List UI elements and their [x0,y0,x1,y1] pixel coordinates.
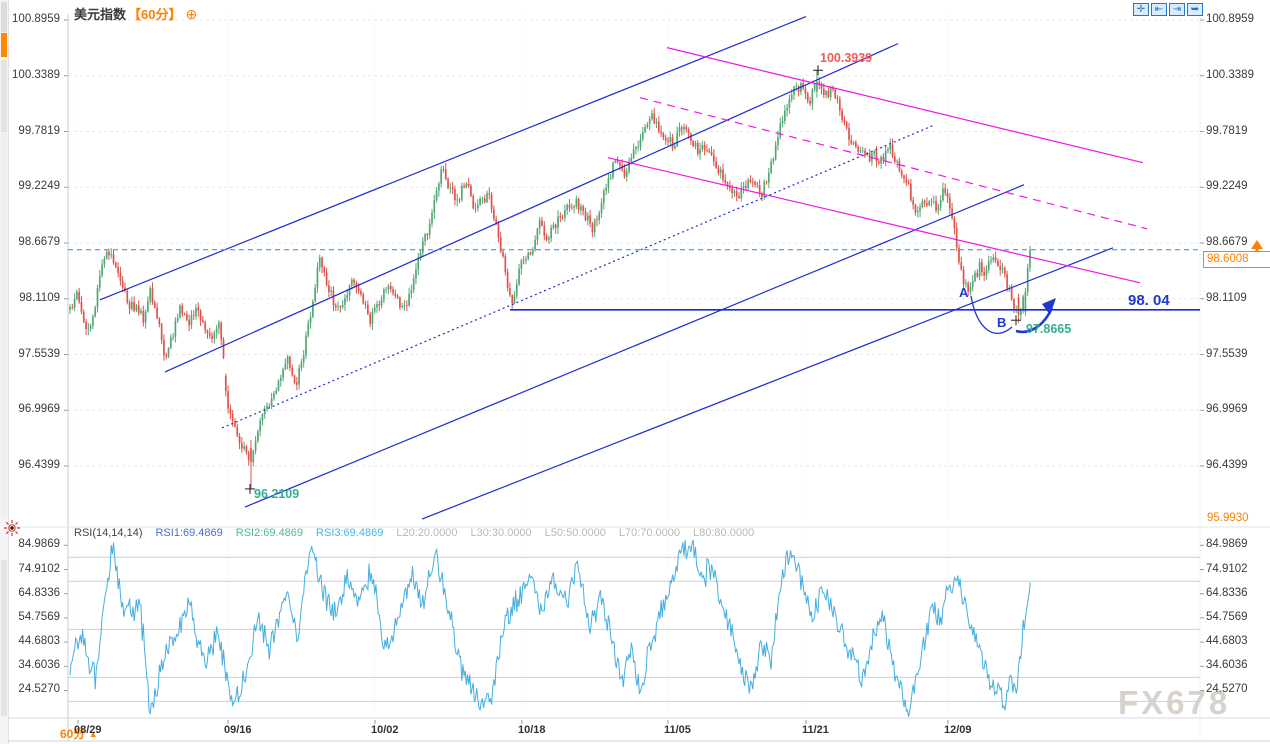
right-axis-tick: 98.6679 [1206,236,1248,248]
rsi-level-label: L70:70.0000 [618,527,681,539]
left-axis-tick: 97.5539 [18,347,60,360]
interval-selector[interactable]: 60分 ▲ [60,725,98,742]
date-label: 11/05 [664,724,691,736]
left-axis-tick: 96.9969 [18,403,60,416]
rsi1-value: RSI1:69.4869 [155,527,223,539]
rsi-left-axis-tick: 84.9869 [18,538,60,551]
rsi-right-axis-tick: 64.8336 [1206,586,1248,599]
right-axis-tick: 97.5539 [1206,347,1248,360]
right-axis-tick: 99.2249 [1206,180,1248,193]
right-axis-tick: 96.9969 [1206,403,1248,416]
rsi-right-axis-tick: 74.9102 [1206,562,1248,575]
detach-window-icon[interactable]: ➥ [1187,3,1203,16]
panel-low-label: 95.9930 [1207,512,1249,524]
right-axis-tick: 96.4399 [1206,459,1248,471]
rsi-left-axis-tick: 74.9102 [18,562,60,575]
rsi-left-axis-tick: 24.5270 [18,683,60,696]
rsi-left-axis-tick: 54.7569 [18,610,60,623]
rsi-right-axis-tick: 44.6803 [1206,635,1248,648]
left-axis-tick: 99.2249 [18,180,60,193]
rsi-level-labels: L20:20.0000 L30:30.0000 L50:50.0000 L70:70.… [396,527,754,539]
rsi-left-axis-tick: 34.6036 [18,659,60,672]
rsi-left-axis-tick: 64.8336 [18,586,60,599]
rsi-right-axis-tick: 34.6036 [1206,659,1248,672]
chart-title: 美元指数 【60分】 ⊕ [74,4,197,23]
left-gutter-strip[interactable] [0,0,9,744]
rsi-left-axis-tick: 44.6803 [18,635,60,648]
gutter-segment [1,33,7,57]
rsi2-value: RSI2:69.4869 [235,527,304,539]
interval-selector-label: 60分 [60,727,86,741]
pan-crosshair-icon[interactable]: ✛ [1133,3,1149,16]
scale-axis-right-icon[interactable]: ⇥ [1169,3,1185,16]
date-label: 08/29 [74,724,102,736]
rsi-level-label: L80:80.0000 [693,527,755,539]
rsi-right-axis-tick: 84.9869 [1206,538,1248,551]
gutter-segment [1,2,7,32]
left-axis-tick: 100.8959 [12,13,60,25]
gutter-segment [1,560,7,716]
right-axis-tick: 98.1109 [1206,291,1247,304]
left-axis-tick: 98.6679 [18,236,60,248]
rsi3-value: RSI3:69.4869 [316,527,384,539]
swing-high-label: 100.3939 [820,51,873,65]
rsi-indicator-header: RSI(14,14,14) RSI1:69.4869 RSI2:69.4869 … [74,527,754,539]
indicator-settings-icon[interactable] [3,519,21,537]
interval-tag: 【60分】 [128,7,182,22]
symbol-name: 美元指数 [74,7,127,22]
left-axis-tick: 100.3389 [12,68,60,81]
rsi-right-axis-tick: 54.7569 [1206,610,1248,623]
left-axis-tick: 98.1109 [19,291,60,304]
rsi-level-label: L20:20.0000 [396,527,458,539]
swing-low-label: 96.2109 [254,487,300,501]
date-label: 09/16 [224,724,252,736]
left-axis-tick: 96.4399 [18,459,60,471]
right-axis-tick: 99.7819 [1206,124,1248,137]
point-a-label: A [959,285,969,300]
gutter-segment [1,134,7,516]
scale-axis-left-icon[interactable]: ⇤ [1151,3,1167,16]
rsi-name: RSI(14,14,14) [74,527,143,539]
left-axis-tick: 99.7819 [18,124,60,137]
date-label: 12/09 [944,724,972,736]
right-axis-tick: 100.8959 [1206,13,1254,25]
date-label: 10/18 [518,724,546,736]
add-indicator-icon[interactable]: ⊕ [185,6,198,22]
watermark: FX678 [1118,684,1230,722]
target-price-label: 98. 04 [1128,292,1170,309]
rsi-level-label: L30:30.0000 [470,527,532,539]
recent-low-label: 97.8665 [1026,322,1072,336]
date-label: 10/02 [371,724,399,736]
interval-dropdown-arrow-icon: ▲ [88,729,98,739]
rsi-right-axis-tick: 24.5270 [1206,683,1248,696]
current-price-badge: 98.6008 [1203,251,1270,268]
date-label: 11/21 [802,724,829,736]
rsi-level-label: L50:50.0000 [544,527,606,539]
gutter-segment [1,60,7,132]
point-b-label: B [997,315,1007,330]
chart-toolbar: ✛ ⇤ ⇥ ➥ [1133,3,1203,16]
right-axis-tick: 100.3389 [1206,68,1254,81]
